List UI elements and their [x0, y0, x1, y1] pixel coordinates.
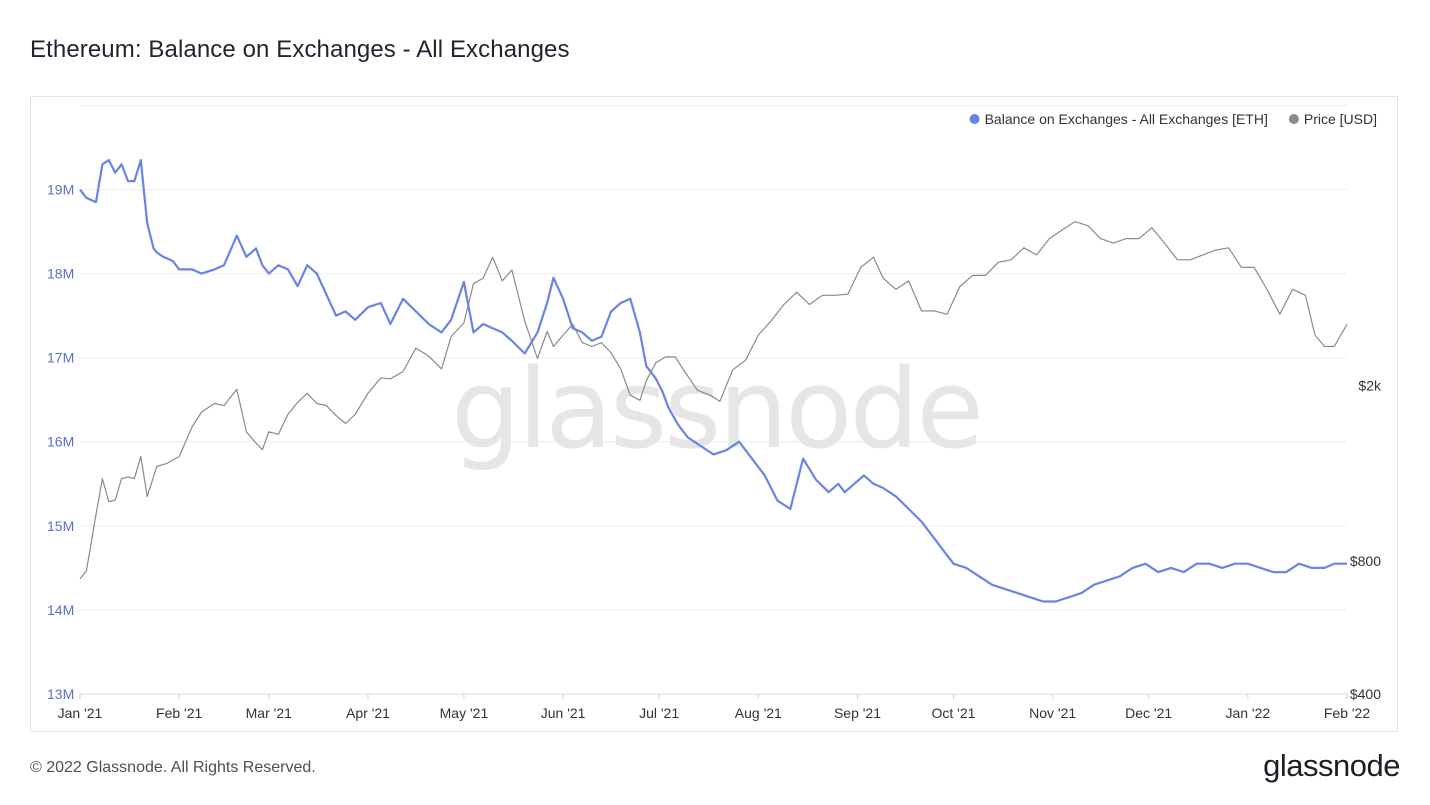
x-tick-label: Mar '21 [246, 705, 292, 721]
legend-label: Balance on Exchanges - All Exchanges [ET… [985, 111, 1268, 127]
legend-item-price[interactable]: Price [USD] [1288, 111, 1377, 127]
y-right-tick-label: $400 [1350, 686, 1381, 702]
y-left-tick-label: 19M [47, 181, 74, 197]
x-tick-label: Aug '21 [735, 705, 782, 721]
y-left-tick-label: 15M [47, 518, 74, 534]
y-right-tick-label: $2k [1358, 377, 1382, 393]
axis-layer: 13M 14M 15M 16M 17M 18M 19M $400 $800 $2k Jan '21 F… [47, 181, 1382, 721]
x-tick-label: Feb '22 [1324, 705, 1370, 721]
legend-dot [1288, 114, 1299, 124]
footer-copyright: © 2022 Glassnode. All Rights Reserved. [30, 759, 316, 776]
x-tick-label: Apr '21 [346, 705, 390, 721]
y-left-tick-label: 17M [47, 350, 74, 366]
legend-label: Price [USD] [1304, 111, 1377, 127]
x-tick-label: Jul '21 [639, 705, 679, 721]
watermark: glassnode [451, 345, 981, 473]
y-left-tick-label: 16M [47, 434, 74, 450]
x-tick-label: Sep '21 [834, 705, 881, 721]
legend: Price [USD] Balance on Exchanges - All Ex… [969, 111, 1377, 127]
x-tick-label: Jun '21 [541, 705, 586, 721]
price-series-line[interactable] [79, 220, 1348, 580]
y-left-tick-label: 14M [47, 602, 74, 618]
x-tick-label: May '21 [440, 705, 489, 721]
balance-series-line[interactable] [79, 158, 1347, 603]
y-left-tick-label: 13M [47, 686, 74, 702]
x-tick-label: Dec '21 [1125, 705, 1172, 721]
legend-dot [969, 114, 980, 124]
x-tick-label: Jan '22 [1225, 705, 1270, 721]
y-left-tick-label: 18M [47, 266, 74, 282]
legend-item-balance[interactable]: Balance on Exchanges - All Exchanges [ET… [969, 111, 1268, 127]
glassnode-logo[interactable]: glassnode [1263, 748, 1400, 783]
x-tick-label: Oct '21 [932, 705, 976, 721]
y-right-tick-label: $800 [1350, 553, 1381, 569]
chart-frame: glassnode 13M 14M 15M 16M 17M 18M 19M $400 $800 $… [30, 96, 1398, 732]
x-tick-label: Nov '21 [1029, 705, 1076, 721]
page-title: Ethereum: Balance on Exchanges - All Exc… [30, 36, 570, 63]
series-layer [79, 158, 1348, 603]
x-tick-label: Feb '21 [156, 705, 202, 721]
balance-price-chart: glassnode 13M 14M 15M 16M 17M 18M 19M $400 $800 $… [47, 104, 1382, 721]
x-tick-label: Jan '21 [58, 705, 103, 721]
